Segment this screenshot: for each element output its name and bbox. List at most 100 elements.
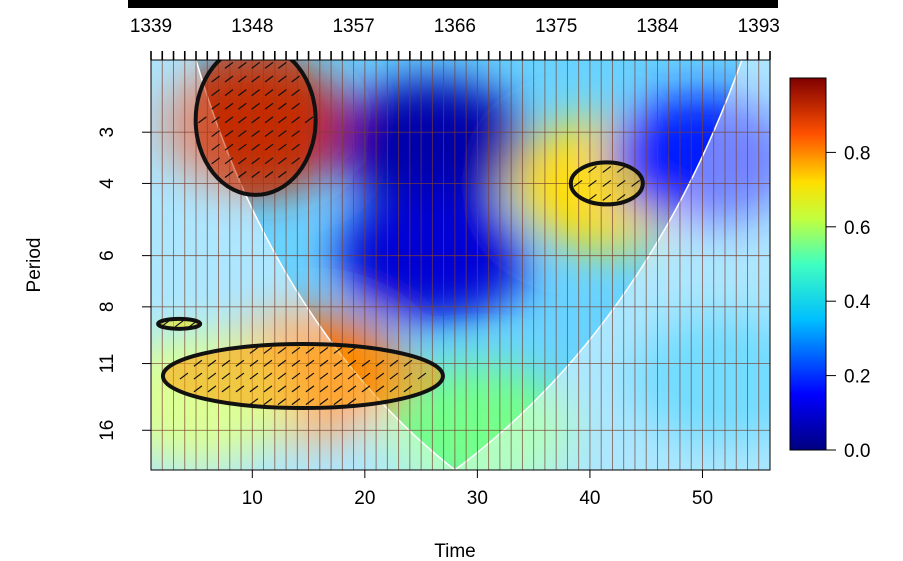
coi-boundary [195, 60, 743, 470]
phase-arrow [319, 385, 329, 393]
y-axis: 3 4 6 8 11 16 [97, 127, 151, 441]
y-tick-label-6: 6 [97, 250, 118, 261]
phase-arrow [221, 372, 231, 380]
phase-arrow [251, 61, 261, 69]
phase-arrow [251, 116, 261, 124]
phase-arrow [193, 385, 203, 393]
phase-arrow [277, 130, 287, 138]
phase-arrow [403, 359, 413, 367]
phase-arrow [224, 130, 234, 138]
x-tick-label-10: 10 [242, 488, 263, 509]
top-tick-label-1357: 1357 [332, 16, 374, 37]
phase-arrow [277, 143, 287, 151]
phase-arrow [333, 359, 343, 367]
colorbar-label-0.8: 0.8 [844, 143, 870, 164]
colorbar-label-0.6: 0.6 [844, 218, 870, 239]
phase-arrow [221, 359, 231, 367]
y-tick-label-16: 16 [97, 420, 118, 441]
phase-arrow [291, 346, 301, 354]
phase-arrow [389, 372, 399, 380]
phase-arrow [264, 130, 274, 138]
phase-arrow [417, 372, 427, 380]
significant-region-1 [193, 60, 318, 197]
phase-arrow [277, 372, 287, 380]
phase-arrow [197, 116, 207, 124]
phase-arrow [211, 102, 221, 110]
phase-arrow [291, 130, 301, 138]
phase-arrow [263, 385, 273, 393]
phase-arrow [347, 372, 357, 380]
phase-arrow [375, 385, 385, 393]
phase-arrow [347, 346, 357, 354]
y-tick-label-11: 11 [97, 354, 118, 374]
phase-arrow [333, 398, 343, 406]
phase-arrow [304, 116, 314, 124]
significant-region-3 [160, 342, 445, 411]
phase-arrow [224, 102, 234, 110]
phase-arrow [264, 89, 274, 97]
phase-arrow [264, 102, 274, 110]
phase-arrow [319, 398, 329, 406]
phase-arrow [263, 398, 273, 406]
x-tick-label-50: 50 [692, 488, 713, 509]
phase-arrow [277, 116, 287, 124]
phase-arrow [602, 165, 612, 173]
phase-arrow [291, 89, 301, 97]
colorbar-label-0.4: 0.4 [844, 292, 871, 313]
phase-arrow [211, 130, 221, 138]
phase-arrow [251, 102, 261, 110]
phase-arrow [251, 130, 261, 138]
phase-arrow [264, 61, 274, 69]
phase-arrow [264, 157, 274, 165]
phase-arrow [277, 398, 287, 406]
significance-contours [156, 60, 645, 411]
top-tick-label-1348: 1348 [231, 16, 273, 37]
top-tick-label-1393: 1393 [738, 16, 780, 37]
phase-arrow [224, 143, 234, 151]
phase-arrow [319, 346, 329, 354]
title-fragment [128, 0, 778, 8]
phase-arrow [291, 398, 301, 406]
phase-arrow [588, 165, 597, 173]
phase-arrow [207, 359, 217, 367]
phase-arrow [264, 116, 274, 124]
power-blob-7 [630, 314, 770, 445]
phase-arrow [291, 385, 301, 393]
phase-arrow [249, 372, 259, 380]
phase-arrow [277, 157, 287, 165]
phase-arrow [251, 89, 261, 97]
phase-arrow [264, 75, 274, 83]
phase-arrow [389, 385, 399, 393]
phase-arrow [305, 398, 315, 406]
significant-region-fill-1 [195, 60, 316, 195]
phase-arrow [249, 346, 259, 354]
phase-arrow [277, 170, 287, 178]
phase-arrow [249, 359, 259, 367]
phase-arrow [235, 385, 245, 393]
plot-area [151, 60, 770, 470]
phase-arrow [237, 75, 247, 83]
phase-arrow [235, 359, 245, 367]
phase-arrow [602, 179, 612, 187]
phase-arrow [249, 385, 259, 393]
phase-arrow [179, 372, 189, 380]
phase-arrow [277, 346, 287, 354]
top-tick-label-1366: 1366 [434, 16, 476, 37]
phase-arrow [361, 372, 371, 380]
phase-arrow [237, 61, 247, 69]
phase-arrow [207, 372, 217, 380]
phase-arrow [237, 157, 247, 165]
phase-arrow [224, 75, 234, 83]
phase-arrow [305, 372, 315, 380]
phase-arrow [305, 346, 315, 354]
phase-arrow [277, 102, 287, 110]
top-tick-label-1339: 1339 [130, 16, 172, 37]
phase-arrow [263, 346, 273, 354]
phase-arrow [249, 398, 259, 406]
y-tick-label-8: 8 [97, 302, 118, 313]
phase-arrow [291, 143, 301, 151]
phase-arrow [224, 89, 234, 97]
phase-arrow [237, 170, 247, 178]
phase-arrow [263, 372, 273, 380]
phase-arrow [602, 193, 612, 201]
